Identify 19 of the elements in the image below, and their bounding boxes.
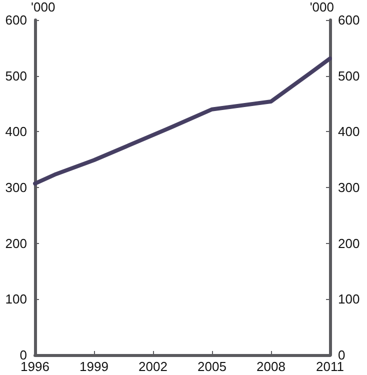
y-tick-label: 200 — [5, 236, 27, 251]
x-tick-label: 2008 — [256, 359, 286, 374]
y2-tick-label: 200 — [338, 236, 360, 251]
y2-tick-label: 500 — [338, 68, 360, 84]
y-tick-label: 600 — [5, 12, 27, 28]
y-tick-label: 100 — [5, 292, 27, 307]
line-series — [33, 56, 332, 186]
y2-tick-label: 300 — [338, 180, 360, 195]
y-tick-label: 300 — [5, 180, 27, 195]
y-axis-title: '000 — [31, 0, 56, 15]
y-tick-label: 500 — [5, 68, 27, 84]
y2-tick-label: 100 — [338, 292, 360, 307]
x-tick-label: 2002 — [138, 359, 168, 374]
y2-axis-title: '000 — [310, 0, 334, 15]
y-tick-label: 400 — [5, 124, 27, 140]
x-tick-label: 2005 — [198, 359, 226, 374]
x-tick-label: 1999 — [80, 359, 108, 374]
y2-tick-label: 400 — [338, 124, 360, 140]
y2-tick-label: 600 — [338, 12, 360, 28]
